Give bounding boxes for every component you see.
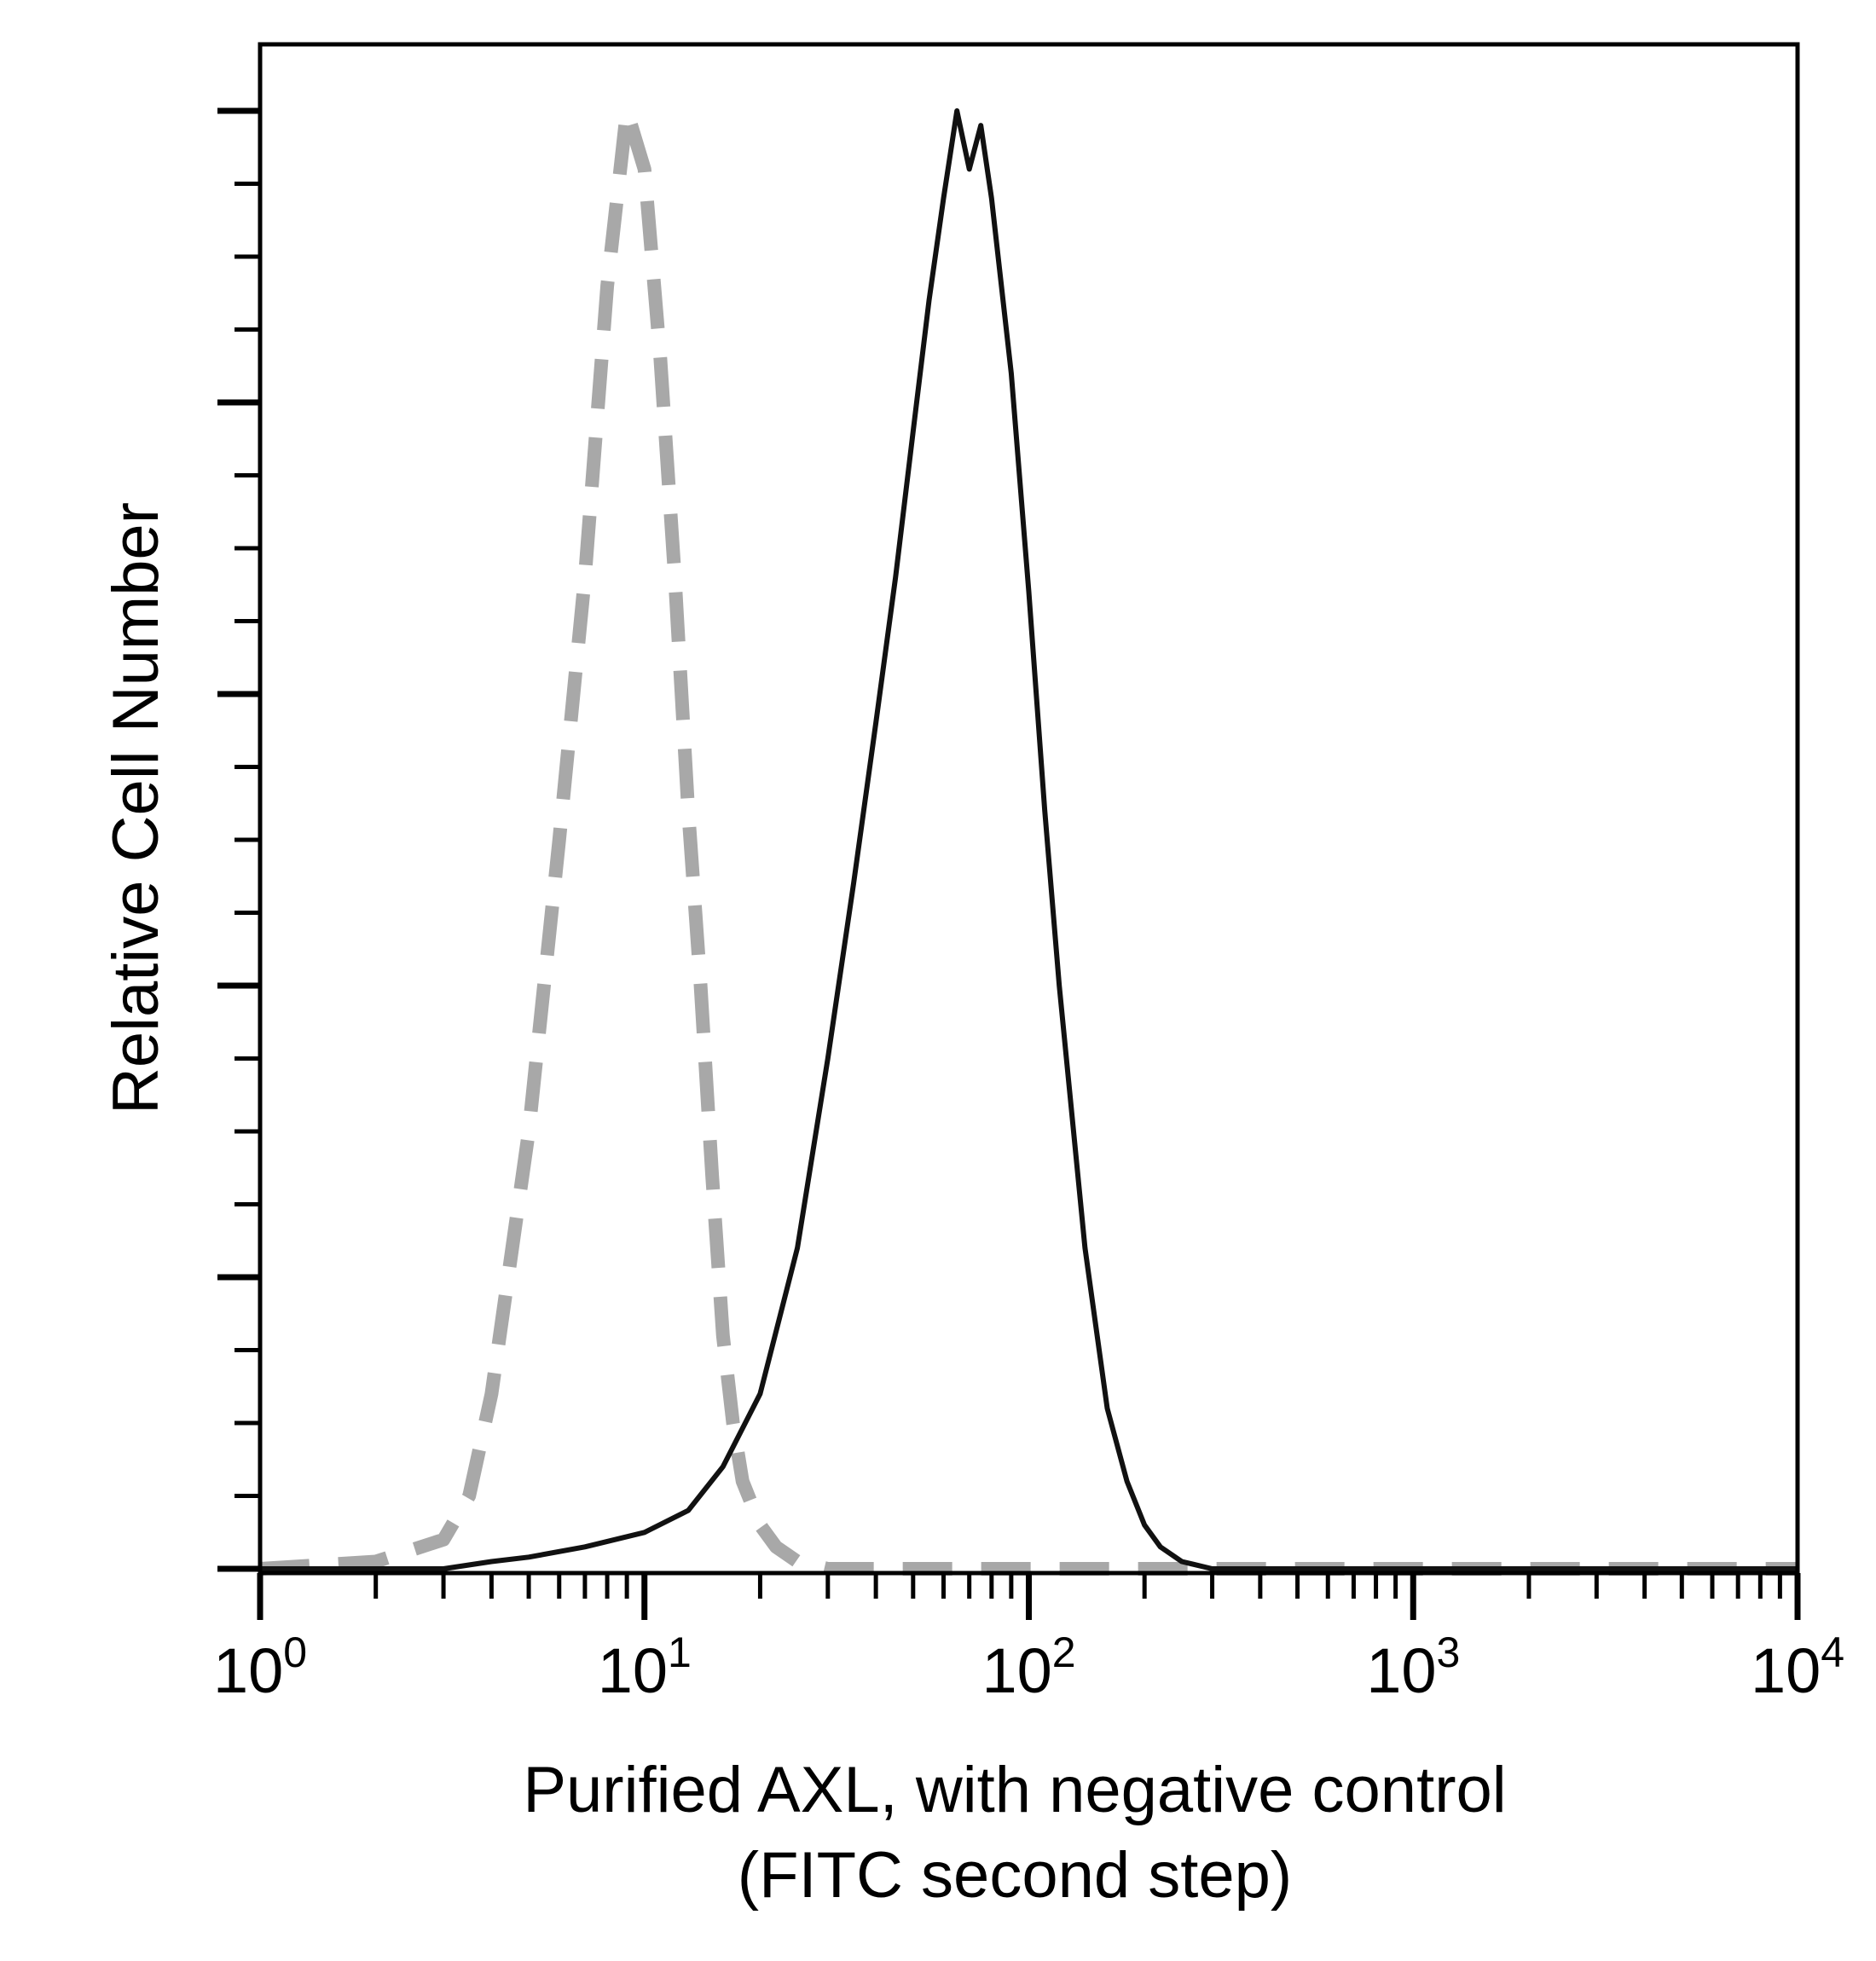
x-axis-label-line2: (FITC second step) bbox=[738, 1839, 1292, 1912]
x-tick-label: 102 bbox=[981, 1628, 1075, 1706]
x-axis-tick-labels: 100 101 102 103 104 bbox=[213, 1628, 1844, 1706]
x-tick-label: 104 bbox=[1751, 1628, 1844, 1706]
axl-series-line bbox=[260, 108, 1798, 1571]
y-axis-label: Relative Cell Number bbox=[100, 502, 172, 1114]
plot-frame bbox=[258, 42, 1800, 1576]
x-axis-ticks bbox=[257, 1573, 1801, 1620]
y-axis-ticks bbox=[217, 107, 260, 1572]
x-tick-label: 103 bbox=[1366, 1628, 1460, 1706]
x-tick-label: 100 bbox=[213, 1628, 307, 1706]
x-axis-label-line1: Purified AXL, with negative control bbox=[523, 1754, 1506, 1826]
negative-control-series-line bbox=[259, 104, 1798, 1576]
series-layer bbox=[259, 104, 1798, 1576]
x-tick-label: 101 bbox=[598, 1628, 692, 1706]
